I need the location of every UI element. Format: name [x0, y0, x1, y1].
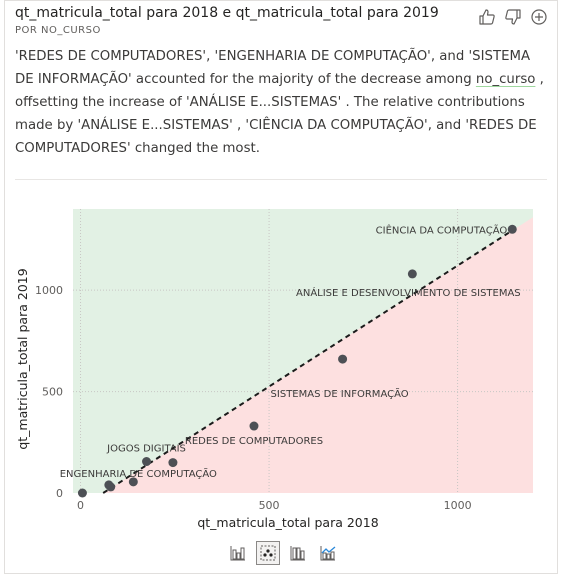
- point-label: CIÊNCIA DA COMPUTAÇÃO: [376, 223, 508, 236]
- scatter-chart-icon: [260, 545, 276, 561]
- trend-line: [102, 228, 515, 494]
- smart-narrative: 'REDES DE COMPUTADORES', 'ENGENHARIA DE …: [15, 45, 547, 160]
- data-point: [128, 477, 138, 487]
- point-label: JOGOS DIGITAIS: [106, 444, 186, 455]
- data-point: [507, 224, 517, 234]
- bar-chart-icon: [230, 546, 245, 561]
- y-tick-label: 1000: [35, 284, 63, 297]
- visual-title: qt_matricula_total para 2018 e qt_matric…: [15, 5, 439, 21]
- combo-chart-icon: [320, 546, 336, 561]
- plus-circle-icon[interactable]: [529, 7, 549, 27]
- chart-type-tabs: [226, 541, 340, 565]
- point-label: ENGENHARIA DE COMPUTAÇÃO: [60, 467, 217, 480]
- x-tick-label: 500: [259, 499, 280, 512]
- data-point: [407, 269, 417, 279]
- data-point: [106, 482, 116, 492]
- data-point: [168, 458, 178, 468]
- scatter-chart: CIÊNCIA DA COMPUTAÇÃO ANÁLISE E DESENVOLV…: [15, 209, 533, 530]
- thumbs-down-icon[interactable]: [503, 7, 523, 27]
- point-label: REDES DE COMPUTADORES: [185, 436, 323, 447]
- y-tick-label: 0: [56, 487, 63, 500]
- x-axis-title: qt_matricula_total para 2018: [197, 515, 378, 530]
- data-point: [142, 457, 152, 467]
- tab-bar-chart[interactable]: [226, 541, 250, 565]
- narrative-field-link[interactable]: no_curso: [475, 72, 536, 87]
- data-point: [249, 421, 259, 431]
- y-axis-title: qt_matricula_total para 2019: [15, 268, 30, 449]
- point-label: ANÁLISE E DESENVOLVIMENTO DE SISTEMAS: [296, 286, 521, 299]
- narrative-text-part2: , offsetting the increase of 'ANÁLISE E.…: [15, 72, 544, 156]
- visual-subtitle: POR NO_CURSO: [15, 25, 101, 36]
- visual-actions: [477, 7, 549, 27]
- data-point: [77, 488, 87, 498]
- tab-scatter-chart[interactable]: [256, 541, 280, 565]
- tab-combo-chart[interactable]: [316, 541, 340, 565]
- y-tick-label: 500: [42, 386, 63, 399]
- visual-card: qt_matricula_total para 2018 e qt_matric…: [4, 0, 558, 574]
- divider: [15, 179, 547, 180]
- visual-header: qt_matricula_total para 2018 e qt_matric…: [15, 5, 487, 36]
- x-tick-label: 1000: [444, 499, 472, 512]
- column-chart-icon: [290, 546, 305, 561]
- tab-column-chart[interactable]: [286, 541, 310, 565]
- point-label: SISTEMAS DE INFORMAÇÃO: [271, 387, 409, 400]
- data-point: [338, 354, 348, 364]
- x-tick-label: 0: [77, 499, 84, 512]
- narrative-text-part1: 'REDES DE COMPUTADORES', 'ENGENHARIA DE …: [15, 49, 531, 87]
- thumbs-up-icon[interactable]: [477, 7, 497, 27]
